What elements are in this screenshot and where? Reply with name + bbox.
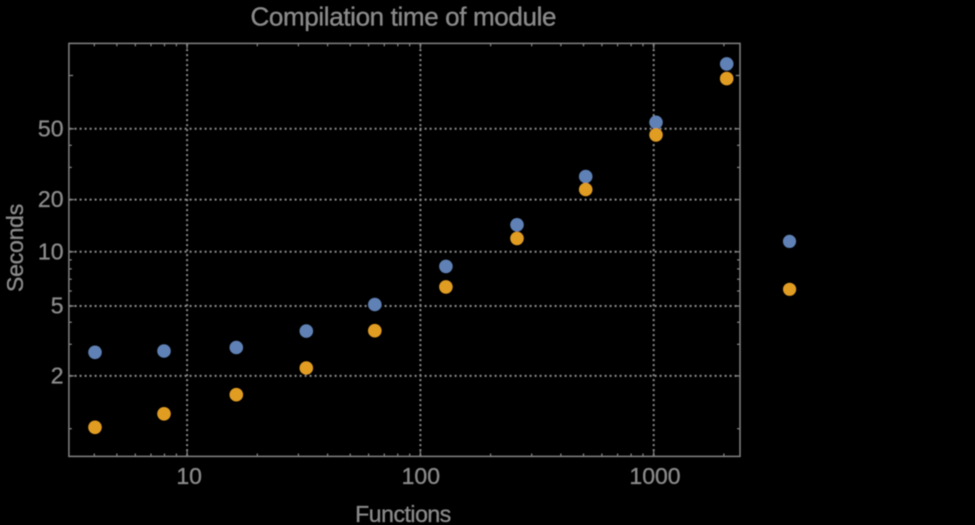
svg-text:100: 100 (402, 463, 440, 489)
svg-text:10: 10 (38, 238, 64, 264)
svg-text:Compilation time of module: Compilation time of module (250, 1, 556, 31)
svg-text:20: 20 (38, 186, 64, 212)
svg-text:50: 50 (38, 115, 64, 141)
svg-text:Functions: Functions (355, 501, 451, 525)
svg-text:Seconds: Seconds (2, 204, 28, 292)
svg-text:1000: 1000 (629, 463, 680, 489)
svg-text:2: 2 (51, 362, 64, 388)
svg-text:5: 5 (51, 293, 64, 319)
svg-text:10: 10 (176, 463, 202, 489)
